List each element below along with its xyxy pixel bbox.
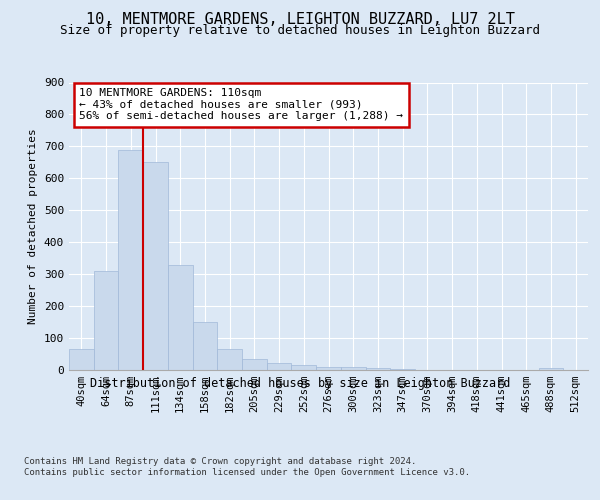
Text: Size of property relative to detached houses in Leighton Buzzard: Size of property relative to detached ho… [60,24,540,37]
Bar [316,367,341,370]
Bar [193,322,217,370]
Text: 10, MENTMORE GARDENS, LEIGHTON BUZZARD, LU7 2LT: 10, MENTMORE GARDENS, LEIGHTON BUZZARD, … [86,12,514,28]
Bar [69,349,94,370]
Bar [94,271,118,370]
Bar [390,369,415,370]
Text: Distribution of detached houses by size in Leighton Buzzard: Distribution of detached houses by size … [90,378,510,390]
Text: Contains HM Land Registry data © Crown copyright and database right 2024.
Contai: Contains HM Land Registry data © Crown c… [24,458,470,477]
Bar [143,162,168,370]
Y-axis label: Number of detached properties: Number of detached properties [28,128,38,324]
Bar [539,368,563,370]
Bar [341,368,365,370]
Bar [365,368,390,370]
Bar [118,150,143,370]
Bar [217,349,242,370]
Text: 10 MENTMORE GARDENS: 110sqm
← 43% of detached houses are smaller (993)
56% of se: 10 MENTMORE GARDENS: 110sqm ← 43% of det… [79,88,403,122]
Bar [292,365,316,370]
Bar [168,264,193,370]
Bar [267,363,292,370]
Bar [242,359,267,370]
